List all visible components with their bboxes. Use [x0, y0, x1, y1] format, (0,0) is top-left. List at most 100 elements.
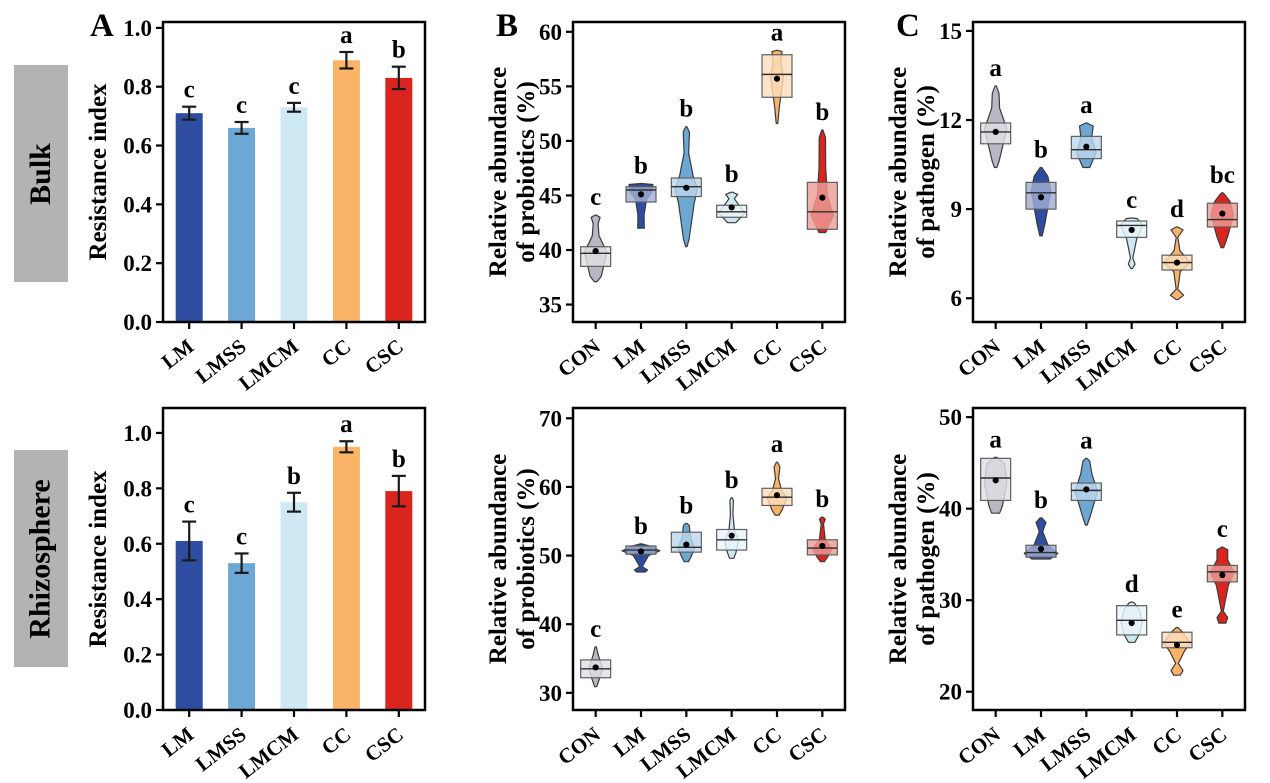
significance-letter: b: [815, 486, 829, 513]
y-axis-label: of pathogen (%): [913, 85, 940, 259]
row-label-rhizosphere: Rhizosphere: [14, 450, 68, 667]
mean-dot: [1083, 143, 1090, 150]
significance-letter: a: [340, 22, 353, 49]
mean-dot: [637, 191, 645, 198]
y-tick-label: 0.8: [123, 476, 152, 501]
y-tick-label: 0.0: [123, 310, 152, 335]
y-tick-label: 15: [939, 19, 962, 44]
y-axis-label: Relative abundance: [485, 454, 512, 664]
x-tick-label: CC: [317, 722, 356, 760]
mean-dot: [1037, 194, 1045, 201]
y-tick-label: 50: [939, 405, 962, 430]
mean-dot: [683, 184, 690, 191]
mean-dot: [773, 492, 781, 499]
significance-letter: c: [236, 92, 247, 119]
panel-letter: A: [90, 8, 114, 44]
x-tick-label: CSC: [1184, 722, 1232, 767]
significance-letter: b: [392, 446, 406, 473]
x-tick-label: CSC: [784, 334, 832, 379]
y-tick-label: 55: [539, 74, 562, 99]
panel-bulk-probiotics: Relative abundance of probiotics (%) B 35 40…: [485, 8, 847, 395]
y-tick-label: 0.2: [123, 251, 152, 276]
significance-letter: b: [679, 96, 693, 123]
x-tick-label: CC: [317, 334, 356, 372]
x-tick-label: CON: [953, 334, 1005, 382]
significance-letter: bc: [1210, 162, 1235, 189]
y-tick-label: 20: [939, 680, 962, 705]
bar: [175, 540, 203, 710]
mean-dot: [992, 477, 999, 484]
significance-letter: a: [1080, 427, 1093, 454]
significance-letter: b: [679, 492, 693, 519]
x-tick-label: CON: [553, 722, 605, 770]
y-tick-label: 45: [539, 183, 562, 208]
y-tick-label: 60: [539, 20, 562, 45]
mean-dot: [819, 194, 826, 201]
violin: [1209, 546, 1235, 624]
y-tick-label: 6: [951, 286, 963, 311]
row-label-rhizosphere-text: Rhizosphere: [24, 478, 58, 639]
y-tick-label: 60: [539, 475, 562, 500]
x-tick-label: CSC: [1184, 334, 1232, 379]
significance-letter: c: [1126, 187, 1137, 214]
mean-dot: [637, 548, 645, 555]
x-tick-label: CSC: [360, 334, 408, 379]
significance-letter: d: [1170, 196, 1184, 223]
y-tick-label: 70: [539, 406, 562, 431]
y-tick-label: 40: [939, 497, 962, 522]
y-tick-label: 35: [539, 293, 562, 318]
significance-letter: b: [1034, 487, 1048, 514]
panel-letter: B: [496, 8, 518, 44]
significance-letter: c: [590, 616, 601, 643]
significance-letter: b: [815, 99, 829, 126]
significance-letter: a: [771, 431, 784, 458]
significance-letter: a: [989, 55, 1002, 82]
y-tick-label: 12: [939, 108, 962, 133]
y-tick-label: 50: [539, 544, 562, 569]
bar: [385, 77, 413, 322]
bar: [175, 113, 203, 322]
significance-letter: b: [392, 37, 406, 64]
y-axis-label: Relative abundance: [485, 67, 512, 277]
panel-bulk-pathogen: Relative abundance of pathogen (%) C 6 9 12 15…: [885, 8, 1247, 395]
x-tick-label: CC: [747, 722, 786, 760]
significance-letter: c: [288, 73, 299, 100]
y-tick-label: 40: [539, 238, 562, 263]
x-tick-label: LMCM: [234, 334, 303, 391]
panel-rhizosphere-pathogen: Relative abundance of pathogen (%) 20 30 40 5…: [885, 405, 1247, 783]
x-tick-label: CC: [1147, 722, 1186, 760]
plot-frame: [161, 20, 427, 324]
significance-letter: c: [1217, 516, 1228, 543]
mean-dot: [1037, 545, 1045, 553]
x-tick-label: CC: [1147, 334, 1186, 372]
y-axis-label: Relative abundance: [885, 67, 912, 277]
y-tick-label: 30: [939, 588, 962, 613]
y-axis-label: Resistance index: [85, 470, 112, 648]
y-tick-label: 0.8: [123, 75, 152, 100]
y-tick-label: 0.0: [123, 698, 152, 723]
significance-letter: c: [590, 184, 601, 211]
bar: [228, 127, 256, 322]
chart-bulk-probiotics: Relative abundance of probiotics (%) B 35 40…: [430, 0, 850, 395]
y-axis-label: Resistance index: [85, 83, 112, 261]
plot-frame: [571, 20, 847, 324]
x-tick-label: CON: [553, 334, 605, 382]
y-tick-label: 0.4: [123, 192, 152, 217]
significance-letter: b: [634, 513, 648, 540]
significance-letter: b: [1034, 137, 1048, 164]
y-tick-label: 30: [539, 681, 562, 706]
x-tick-label: CC: [747, 334, 786, 372]
panel-rhizosphere-probiotics: Relative abundance of probiotics (%) 30 40 5…: [485, 406, 847, 783]
mean-dot: [683, 541, 690, 548]
y-axis-label: Relative abundance: [885, 454, 912, 664]
row-label-bulk-text: Bulk: [24, 142, 57, 205]
mean-dot: [819, 542, 826, 550]
mean-dot: [592, 664, 599, 671]
plot-frame: [161, 406, 427, 712]
mean-dot: [1219, 571, 1226, 579]
y-tick-label: 1.0: [123, 16, 152, 41]
plot-frame: [971, 20, 1247, 324]
significance-letter: e: [1171, 597, 1182, 624]
x-tick-label: LMCM: [234, 722, 303, 783]
